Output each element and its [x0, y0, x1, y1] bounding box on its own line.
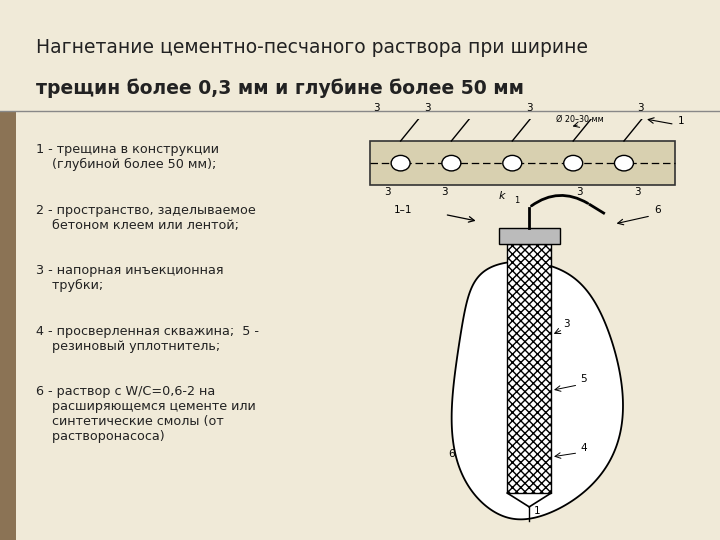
Text: 2 - пространство, заделываемое
    бетоном клеем или лентой;: 2 - пространство, заделываемое бетоном к…: [36, 204, 256, 232]
Text: 3 - напорная инъекционная
    трубки;: 3 - напорная инъекционная трубки;: [36, 264, 223, 292]
Text: Ø 20–30 мм: Ø 20–30 мм: [556, 114, 604, 124]
Text: 3: 3: [577, 187, 583, 197]
Text: трещин более 0,3 мм и глубине более 50 мм: трещин более 0,3 мм и глубине более 50 м…: [36, 78, 524, 98]
Text: 1–1: 1–1: [394, 205, 413, 215]
Text: 3: 3: [384, 187, 390, 197]
Circle shape: [614, 156, 634, 171]
Text: 3: 3: [424, 103, 431, 113]
Text: 3: 3: [441, 187, 448, 197]
Text: 3: 3: [526, 103, 533, 113]
Text: 1: 1: [678, 116, 685, 126]
Text: Нагнетание цементно-песчаного раствора при ширине: Нагнетание цементно-песчаного раствора п…: [36, 38, 588, 57]
Bar: [499, 228, 559, 244]
Bar: [0, 111, 16, 540]
Circle shape: [503, 156, 522, 171]
Polygon shape: [451, 261, 623, 519]
Text: 4 - просверленная скважина;  5 -
    резиновый уплотнитель;: 4 - просверленная скважина; 5 - резиновы…: [36, 325, 259, 353]
Text: 3: 3: [563, 319, 570, 329]
Text: 4: 4: [580, 443, 587, 454]
Circle shape: [442, 156, 461, 171]
Text: 6: 6: [448, 449, 454, 459]
Circle shape: [564, 156, 582, 171]
Text: 6 - раствор с W/C=0,6-2 на
    расширяющемся цементе или
    синтетические смолы: 6 - раствор с W/C=0,6-2 на расширяющемся…: [36, 385, 256, 443]
Text: 1: 1: [514, 197, 519, 205]
Text: k: k: [499, 191, 505, 201]
Bar: [370, 141, 675, 185]
Text: 5: 5: [580, 374, 587, 384]
Text: 3: 3: [374, 103, 380, 113]
Text: 6: 6: [654, 205, 661, 215]
Circle shape: [391, 156, 410, 171]
Text: 3: 3: [637, 103, 644, 113]
Text: 3: 3: [634, 187, 641, 197]
Text: 1 - трещина в конструкции
    (глубиной более 50 мм);: 1 - трещина в конструкции (глубиной боле…: [36, 143, 219, 171]
Text: 1: 1: [534, 506, 541, 516]
Bar: [507, 244, 552, 493]
